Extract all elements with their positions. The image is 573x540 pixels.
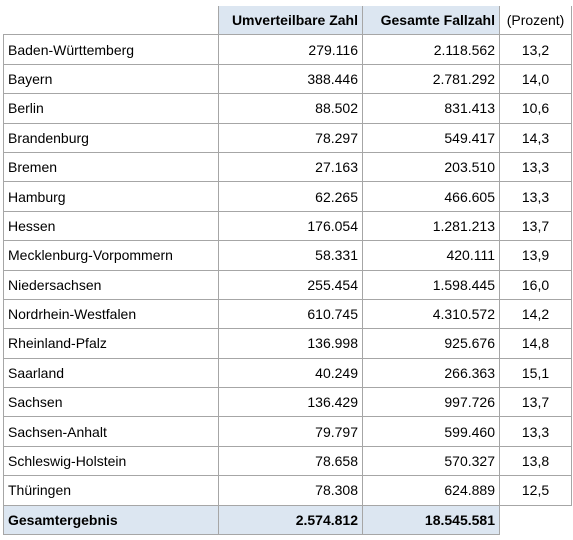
table-cell: 266.363 (362, 357, 500, 389)
body-row: Saarland 40.249 266.363 15,1 (3, 357, 572, 389)
body-row: Thüringen 78.308 624.889 12,5 (3, 475, 572, 506)
table-cell: Brandenburg (3, 122, 219, 153)
body-row: Berlin 88.502 831.413 10,6 (3, 93, 572, 124)
table-cell: 1.598.445 (362, 269, 500, 300)
table-cell: 16,0 (499, 269, 572, 300)
table-cell: 136.429 (218, 387, 363, 418)
table-cell: 420.111 (362, 240, 500, 271)
table-cell: 58.331 (218, 240, 363, 271)
table-cell: 78.297 (218, 122, 363, 153)
table-cell: 62.265 (218, 181, 363, 212)
body-row: Hessen 176.054 1.281.213 13,7 (3, 210, 572, 242)
table-cell: Bremen (3, 151, 219, 183)
table-cell: Gesamtergebnis (3, 504, 219, 536)
table-cell: (Prozent) (499, 6, 572, 36)
body-row: Sachsen 136.429 997.726 13,7 (3, 387, 572, 418)
table-cell: 13,3 (499, 416, 572, 447)
table-cell: 13,9 (499, 240, 572, 271)
body-row: Hamburg 62.265 466.605 13,3 (3, 181, 572, 212)
table-cell: 2.118.562 (362, 34, 500, 65)
table-cell: 79.797 (218, 416, 363, 447)
body-row: Schleswig-Holstein 78.658 570.327 13,8 (3, 445, 572, 477)
table-cell: Hamburg (3, 181, 219, 212)
table-cell: Saarland (3, 357, 219, 389)
table-cell: 40.249 (218, 357, 363, 389)
table-cell (499, 504, 572, 535)
table-cell: 13,8 (499, 445, 572, 477)
table-cell: 78.658 (218, 445, 363, 477)
table-cell: Rheinland-Pfalz (3, 328, 219, 359)
table-cell: Nordrhein-Westfalen (3, 298, 219, 330)
table-cell: 549.417 (362, 122, 500, 153)
head-row: Umverteilbare Zahl Gesamte Fallzahl (Proze… (3, 6, 572, 36)
table-cell: 203.510 (362, 151, 500, 183)
table-cell: 4.310.572 (362, 298, 500, 330)
body-row: Nordrhein-Westfalen 610.745 4.310.572 14,2 (3, 298, 572, 330)
table-cell: 2.574.812 (218, 504, 363, 536)
table-cell: 12,5 (499, 475, 572, 506)
table-cell: 388.446 (218, 63, 363, 95)
table-cell: 18.545.581 (362, 504, 500, 536)
table-cell: 10,6 (499, 93, 572, 124)
table-cell: Niedersachsen (3, 269, 219, 300)
table-cell: Umverteilbare Zahl (218, 6, 363, 36)
table-cell: 13,7 (499, 210, 572, 242)
body-row: Rheinland-Pfalz 136.998 925.676 14,8 (3, 328, 572, 359)
table-cell: 14,3 (499, 122, 572, 153)
table-cell: 136.998 (218, 328, 363, 359)
table-cell: Bayern (3, 63, 219, 95)
table-cell: Gesamte Fallzahl (362, 6, 500, 36)
table-cell: 14,2 (499, 298, 572, 330)
table-cell: 1.281.213 (362, 210, 500, 242)
table-cell: 2.781.292 (362, 63, 500, 95)
table-cell: 599.460 (362, 416, 500, 447)
table-cell: 610.745 (218, 298, 363, 330)
table-cell: 13,2 (499, 34, 572, 65)
table-cell: 14,8 (499, 328, 572, 359)
table-cell: Thüringen (3, 475, 219, 506)
table-cell: 176.054 (218, 210, 363, 242)
table-cell: Hessen (3, 210, 219, 242)
table-cell: 997.726 (362, 387, 500, 418)
body-row: Baden-Württemberg 279.116 2.118.562 13,2 (3, 34, 572, 65)
table-cell: 831.413 (362, 93, 500, 124)
body-row: Brandenburg 78.297 549.417 14,3 (3, 122, 572, 153)
data-table: Umverteilbare Zahl Gesamte Fallzahl (Proze… (3, 6, 572, 536)
table-cell: Sachsen (3, 387, 219, 418)
table-cell: 13,3 (499, 151, 572, 183)
table-cell: 13,7 (499, 387, 572, 418)
table-cell: Mecklenburg-Vorpommern (3, 240, 219, 271)
table-cell: 13,3 (499, 181, 572, 212)
body-row: Bayern 388.446 2.781.292 14,0 (3, 63, 572, 95)
table-cell: Baden-Württemberg (3, 34, 219, 65)
table-cell (3, 6, 219, 36)
table-cell: 570.327 (362, 445, 500, 477)
total-row: Gesamtergebnis 2.574.812 18.545.581 (3, 504, 572, 536)
table-cell: 15,1 (499, 357, 572, 389)
body-row: Bremen 27.163 203.510 13,3 (3, 151, 572, 183)
table-cell: 88.502 (218, 93, 363, 124)
table-cell: 78.308 (218, 475, 363, 506)
table-cell: Sachsen-Anhalt (3, 416, 219, 447)
table-cell: Berlin (3, 93, 219, 124)
body-row: Mecklenburg-Vorpommern 58.331 420.111 13,9 (3, 240, 572, 271)
body-row: Niedersachsen 255.454 1.598.445 16,0 (3, 269, 572, 300)
table-cell: 925.676 (362, 328, 500, 359)
table-cell: 624.889 (362, 475, 500, 506)
table-cell: Schleswig-Holstein (3, 445, 219, 477)
body-row: Sachsen-Anhalt 79.797 599.460 13,3 (3, 416, 572, 447)
table-cell: 255.454 (218, 269, 363, 300)
table-cell: 14,0 (499, 63, 572, 95)
table-cell: 466.605 (362, 181, 500, 212)
table-cell: 27.163 (218, 151, 363, 183)
table-cell: 279.116 (218, 34, 363, 65)
